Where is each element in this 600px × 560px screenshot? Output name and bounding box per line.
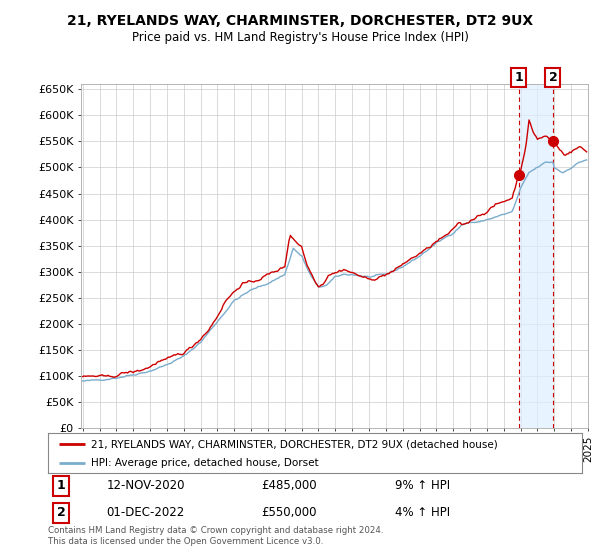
Text: 21, RYELANDS WAY, CHARMINSTER, DORCHESTER, DT2 9UX (detached house): 21, RYELANDS WAY, CHARMINSTER, DORCHESTE… bbox=[91, 439, 497, 449]
Text: 1: 1 bbox=[57, 479, 66, 492]
Bar bbox=[518, 84, 553, 428]
Text: £485,000: £485,000 bbox=[262, 479, 317, 492]
Text: 2: 2 bbox=[548, 71, 557, 84]
Text: 9% ↑ HPI: 9% ↑ HPI bbox=[395, 479, 450, 492]
Text: 4% ↑ HPI: 4% ↑ HPI bbox=[395, 506, 450, 519]
Text: 01-DEC-2022: 01-DEC-2022 bbox=[107, 506, 185, 519]
Text: 21, RYELANDS WAY, CHARMINSTER, DORCHESTER, DT2 9UX: 21, RYELANDS WAY, CHARMINSTER, DORCHESTE… bbox=[67, 14, 533, 28]
Text: 2: 2 bbox=[57, 506, 66, 519]
Text: £550,000: £550,000 bbox=[262, 506, 317, 519]
Text: HPI: Average price, detached house, Dorset: HPI: Average price, detached house, Dors… bbox=[91, 458, 319, 468]
Text: Price paid vs. HM Land Registry's House Price Index (HPI): Price paid vs. HM Land Registry's House … bbox=[131, 31, 469, 44]
Text: 1: 1 bbox=[514, 71, 523, 84]
Text: Contains HM Land Registry data © Crown copyright and database right 2024.
This d: Contains HM Land Registry data © Crown c… bbox=[48, 526, 383, 546]
Text: 12-NOV-2020: 12-NOV-2020 bbox=[107, 479, 185, 492]
